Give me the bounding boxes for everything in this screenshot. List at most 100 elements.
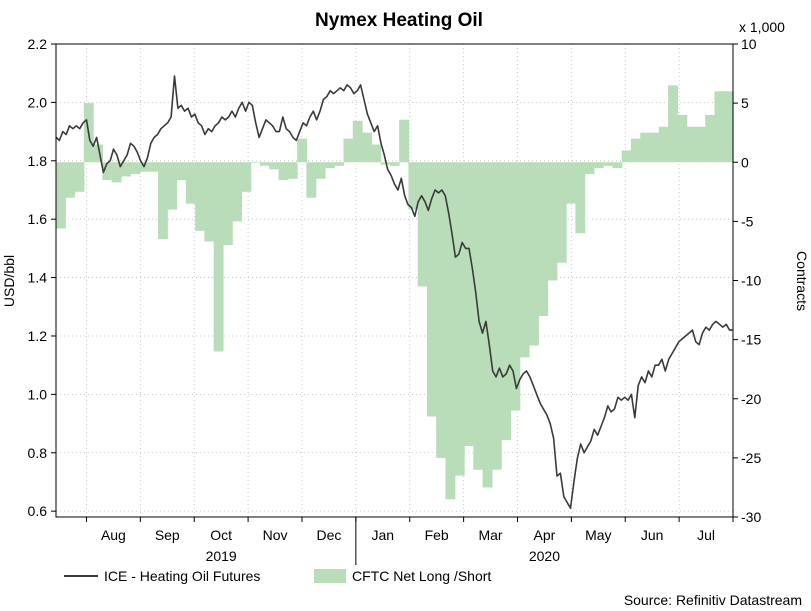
left-tick-label: 1.8 — [28, 153, 48, 169]
cftc-bar — [343, 138, 354, 163]
cftc-bar — [324, 162, 335, 169]
month-label: Mar — [478, 527, 502, 543]
cftc-bar — [593, 162, 604, 169]
cftc-bar — [621, 150, 632, 163]
cftc-bar — [74, 162, 85, 192]
right-axis: 10 5 0 -5 -10 -15 -20 -25 -30 — [733, 36, 761, 525]
month-label: Feb — [425, 527, 449, 543]
cftc-bar — [519, 162, 530, 358]
cftc-bar — [695, 126, 706, 163]
cftc-bar — [566, 162, 576, 204]
cftc-bar — [158, 162, 168, 240]
year-label: 2020 — [529, 548, 560, 564]
cftc-bar — [56, 162, 66, 229]
cftc-bar — [584, 162, 595, 175]
cftc-bar — [232, 162, 243, 222]
left-axis: 2.2 2.0 1.8 1.6 1.4 1.2 1.0 0.8 0.6 — [28, 36, 56, 519]
right-axis-label: Contracts — [794, 251, 810, 311]
cftc-bar — [445, 162, 456, 500]
cftc-bar — [677, 114, 688, 163]
cftc-bar — [176, 162, 187, 180]
cftc-bar — [556, 162, 567, 263]
month-label: Oct — [210, 527, 232, 543]
source-note: Source: Refinitiv Datastream — [624, 592, 802, 608]
x-axis: Aug Sep Oct Nov Dec Jan Feb Mar Apr May Jun Jul 2019… — [85, 517, 734, 565]
month-label: Jul — [697, 527, 715, 543]
cftc-bar — [352, 120, 363, 163]
cftc-bar — [408, 162, 419, 210]
left-axis-label: USD/bbl — [1, 255, 17, 307]
right-tick-label: -15 — [741, 332, 761, 348]
cftc-bar — [686, 126, 697, 163]
cftc-bar — [417, 162, 428, 287]
right-tick-label: -5 — [741, 213, 754, 229]
left-tick-label: 1.6 — [28, 211, 48, 227]
month-label: Aug — [101, 527, 126, 543]
cftc-bar — [371, 144, 382, 163]
right-tick-label: 0 — [741, 154, 749, 170]
cftc-bar — [612, 162, 623, 169]
cftc-bar — [65, 162, 76, 198]
right-tick-label: -10 — [741, 273, 761, 289]
month-label: Apr — [534, 527, 556, 543]
cftc-bar — [111, 162, 122, 183]
right-tick-label: 5 — [741, 95, 749, 111]
month-label: Dec — [316, 527, 341, 543]
cftc-bar — [306, 162, 317, 198]
cftc-bar — [575, 162, 586, 234]
cftc-bar — [501, 162, 512, 441]
cftc-bar — [714, 91, 725, 163]
cftc-bar — [510, 162, 521, 411]
cftc-bar — [334, 162, 345, 166]
cftc-bar — [528, 162, 539, 346]
left-tick-label: 1.4 — [28, 270, 48, 286]
cftc-bar — [538, 162, 549, 316]
right-tick-label: -30 — [741, 509, 761, 525]
cftc-bar — [640, 132, 651, 163]
month-label: Jan — [372, 527, 395, 543]
cftc-bar — [603, 162, 614, 166]
cftc-bar — [102, 162, 113, 180]
left-tick-label: 0.6 — [28, 503, 48, 519]
cftc-bar — [213, 162, 224, 352]
cftc-bar — [668, 85, 678, 163]
cftc-bar — [436, 162, 447, 458]
left-tick-label: 1.0 — [28, 386, 48, 402]
cftc-bar — [315, 162, 326, 179]
cftc-bar — [658, 126, 669, 163]
right-tick-label: -20 — [741, 391, 761, 407]
left-tick-label: 0.8 — [28, 445, 48, 461]
month-label: Sep — [155, 527, 180, 543]
left-tick-label: 1.2 — [28, 328, 48, 344]
cftc-bar — [241, 162, 252, 192]
cftc-bar — [278, 162, 289, 180]
plot-grid — [56, 43, 733, 517]
cftc-bar — [195, 162, 205, 231]
cftc-bar — [185, 162, 196, 204]
cftc-bar — [250, 162, 261, 163]
cftc-bar — [93, 144, 103, 163]
cftc-bar — [148, 162, 159, 172]
cftc-bar — [491, 162, 502, 470]
cftc-bar — [705, 114, 716, 163]
cftc-bar — [204, 162, 215, 242]
month-label: Jun — [641, 527, 664, 543]
cftc-bar — [260, 162, 270, 166]
legend-bar-label: CFTC Net Long /Short — [352, 568, 491, 584]
cftc-bar — [362, 132, 372, 163]
right-tick-label: -25 — [741, 450, 761, 466]
legend: ICE - Heating Oil Futures CFTC Net Long … — [64, 568, 491, 584]
cftc-bar — [399, 119, 410, 163]
cftc-bar — [649, 132, 660, 163]
plot-frame — [55, 43, 734, 518]
cftc-bar — [547, 162, 558, 281]
month-label: Nov — [263, 527, 288, 543]
chart-title: Nymex Heating Oil — [315, 10, 483, 31]
cftc-bar — [167, 162, 178, 210]
month-label: May — [585, 527, 611, 543]
cftc-bar — [222, 162, 233, 246]
right-tick-label: 10 — [741, 36, 757, 52]
left-tick-label: 2.2 — [28, 36, 48, 52]
cftc-bar — [130, 162, 141, 175]
